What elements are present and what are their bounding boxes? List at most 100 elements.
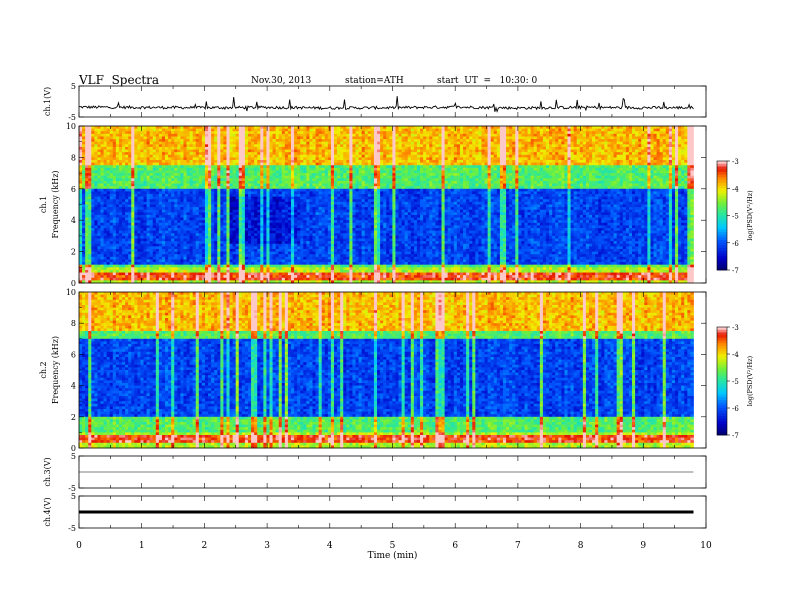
spectrum-cell	[131, 152, 134, 155]
spectrum-cell	[183, 173, 186, 176]
spectrum-cell	[85, 165, 88, 168]
spectrum-cell	[666, 136, 669, 139]
spectrum-cell	[460, 155, 463, 158]
spectrum-cell	[217, 186, 220, 189]
spectrum-cell	[561, 181, 564, 184]
spectrum-cell	[279, 189, 282, 192]
spectrum-cell	[684, 142, 687, 145]
spectrum-cell	[337, 184, 340, 187]
spectrum-cell	[604, 165, 607, 168]
spectrum-cell	[309, 131, 312, 134]
spectrum-cell	[644, 165, 647, 168]
spectrum-cell	[300, 157, 303, 160]
spectrum-cell	[497, 163, 500, 166]
spectrum-cell	[254, 170, 257, 173]
spectrum-cell	[269, 176, 272, 179]
spectrum-cell	[518, 181, 521, 184]
spectrum-cell	[226, 150, 229, 153]
spectrum-cell	[119, 147, 122, 150]
spectrum-cell	[383, 144, 386, 147]
spectrum-cell	[312, 170, 315, 173]
spectrum-cell	[153, 163, 156, 166]
spectrum-cell	[294, 126, 297, 129]
spectrum-cell	[690, 181, 693, 184]
spectrum-cell	[435, 134, 438, 137]
spectrum-cell	[226, 178, 229, 181]
spectrum-cell	[193, 150, 196, 153]
spectrum-cell	[561, 126, 564, 129]
spectrum-cell	[223, 173, 226, 176]
spectrum-cell	[497, 126, 500, 129]
spectrum-cell	[629, 126, 632, 129]
spectrum-cell	[432, 173, 435, 176]
spectrum-cell	[119, 144, 122, 147]
spectrum-cell	[647, 150, 650, 153]
spectrum-cell	[156, 131, 159, 134]
spectrum-cell	[233, 139, 236, 142]
spectrum-cell	[583, 173, 586, 176]
spectrum-cell	[420, 147, 423, 150]
spectrum-cell	[491, 186, 494, 189]
spectrum-cell	[368, 142, 371, 145]
spectrum-cell	[512, 131, 515, 134]
spectrum-cell	[137, 144, 140, 147]
spectrum-cell	[97, 189, 100, 192]
spectrum-cell	[294, 178, 297, 181]
spectrum-cell	[79, 165, 82, 168]
spectrum-cell	[644, 139, 647, 142]
spectrum-cell	[638, 136, 641, 139]
spectrum-cell	[571, 181, 574, 184]
spectrum-cell	[362, 150, 365, 153]
spectrum-cell	[128, 160, 131, 163]
spectrum-cell	[589, 163, 592, 166]
spectrum-cell	[657, 144, 660, 147]
spectrum-cell	[202, 126, 205, 129]
spectrum-cell	[340, 134, 343, 137]
spectrum-cell	[193, 163, 196, 166]
spectrum-cell	[137, 186, 140, 189]
spectrum-cell	[515, 152, 518, 155]
spectrum-cell	[432, 165, 435, 168]
spectrum-cell	[509, 186, 512, 189]
spectrum-cell	[300, 178, 303, 181]
spectrum-cell	[359, 184, 362, 187]
spectrum-cell	[322, 131, 325, 134]
spectrum-cell	[88, 150, 91, 153]
spectrum-cell	[285, 155, 288, 158]
spectrum-cell	[429, 168, 432, 171]
spectrum-cell	[312, 176, 315, 179]
spectrum-cell	[343, 136, 346, 139]
spectrum-cell	[294, 129, 297, 132]
spectrum-cell	[263, 134, 266, 137]
spectrum-cell	[236, 155, 239, 158]
spectrum-cell	[460, 157, 463, 160]
spectrum-cell	[140, 152, 143, 155]
spectrum-cell	[88, 142, 91, 145]
spectrum-cell	[543, 147, 546, 150]
spectrum-cell	[657, 157, 660, 160]
spectrum-cell	[208, 152, 211, 155]
spectrum-cell	[432, 150, 435, 153]
spectrum-cell	[248, 155, 251, 158]
spectrum-cell	[457, 173, 460, 176]
spectrum-cell	[402, 126, 405, 129]
spectrum-cell	[377, 142, 380, 145]
y-axis-label: ch.1(V)	[43, 87, 52, 116]
spectrum-cell	[500, 150, 503, 153]
spectrum-cell	[300, 142, 303, 145]
spectrum-cell	[266, 186, 269, 189]
spectrum-cell	[285, 129, 288, 132]
spectrum-cell	[88, 170, 91, 173]
spectrum-cell	[239, 170, 242, 173]
spectrum-cell	[641, 170, 644, 173]
spectrum-cell	[205, 129, 208, 132]
spectrum-cell	[374, 131, 377, 134]
spectrum-cell	[97, 178, 100, 181]
spectrum-cell	[193, 136, 196, 139]
spectrum-cell	[230, 155, 233, 158]
spectrum-cell	[380, 178, 383, 181]
spectrum-cell	[352, 150, 355, 153]
spectrum-cell	[611, 165, 614, 168]
spectrum-cell	[196, 170, 199, 173]
spectrum-cell	[337, 147, 340, 150]
